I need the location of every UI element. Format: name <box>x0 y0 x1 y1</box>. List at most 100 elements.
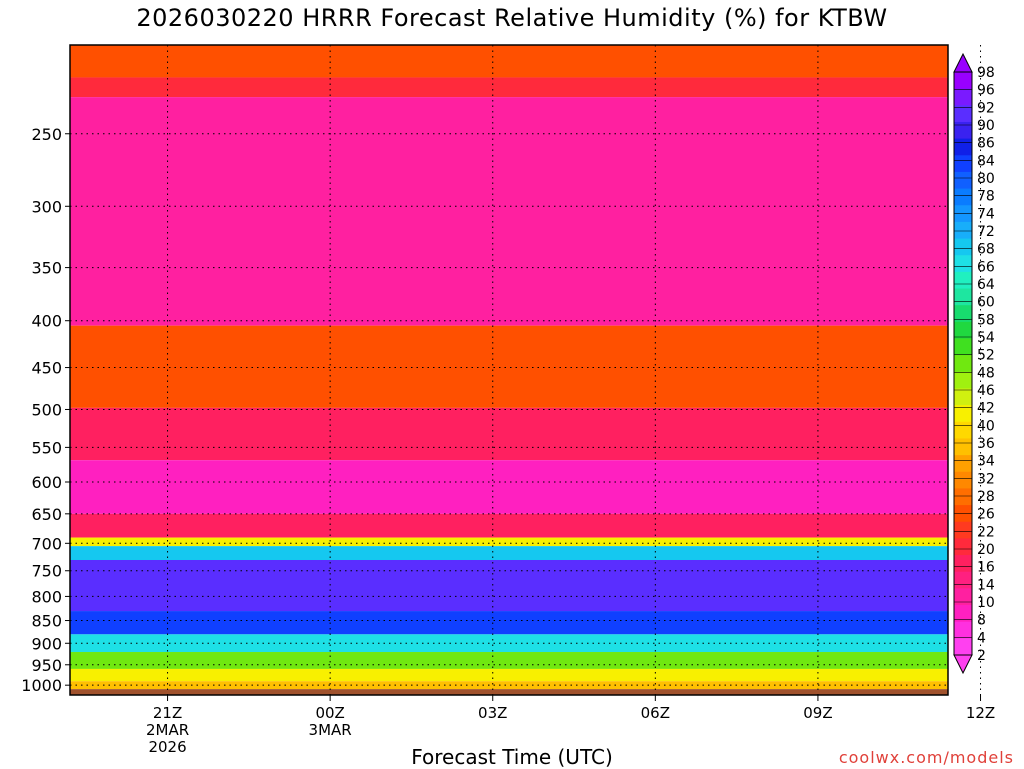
colorbar-swatch-23 <box>954 455 972 473</box>
y-tick-label-450: 450 <box>31 359 62 378</box>
colorbar-swatch-10 <box>954 238 972 256</box>
colorbar-label-16: 16 <box>977 560 995 576</box>
colorbar-label-28: 28 <box>977 489 995 505</box>
y-tick-label-950: 950 <box>31 656 62 675</box>
colorbar-label-66: 66 <box>977 259 995 275</box>
y-tick-label-750: 750 <box>31 562 62 581</box>
colorbar-label-90: 90 <box>977 118 995 134</box>
colorbar-swatch-31 <box>954 588 972 606</box>
colorbar-swatch-7 <box>954 188 972 206</box>
rh-layer-5 <box>70 460 948 514</box>
colorbar-swatch-16 <box>954 338 972 356</box>
rh-layer-6 <box>70 513 948 538</box>
colorbar-swatch-25 <box>954 488 972 506</box>
y-tick-label-500: 500 <box>31 400 62 419</box>
colorbar-swatch-1 <box>954 88 972 106</box>
colorbar-swatch-19 <box>954 388 972 406</box>
x-tick-label-6-0: 03Z <box>478 704 507 722</box>
y-tick-label-650: 650 <box>31 505 62 524</box>
colorbar-swatch-28 <box>954 538 972 556</box>
y-tick-label-900: 900 <box>31 634 62 653</box>
colorbar-label-80: 80 <box>977 171 995 187</box>
colorbar-label-54: 54 <box>977 330 995 346</box>
rh-layer-11 <box>70 634 948 653</box>
y-tick-label-1000: 1000 <box>21 676 62 695</box>
x-tick-label-3-0: 00Z <box>315 704 344 722</box>
colorbar-swatch-22 <box>954 438 972 456</box>
colorbar-label-42: 42 <box>977 401 995 417</box>
site-credit[interactable]: coolwx.com/models <box>838 748 1014 767</box>
colorbar-top-arrow <box>953 52 973 73</box>
y-tick-label-550: 550 <box>31 438 62 457</box>
chart-title: 2026030220 HRRR Forecast Relative Humidi… <box>136 4 888 32</box>
colorbar-label-14: 14 <box>977 577 995 593</box>
colorbar-label-84: 84 <box>977 153 995 169</box>
colorbar-swatch-20 <box>954 405 972 423</box>
colorbar-swatch-15 <box>954 321 972 340</box>
rh-layer-8 <box>70 546 948 560</box>
x-tick-label-0-2: 2026 <box>148 738 186 756</box>
plot-frame <box>69 44 949 696</box>
colorbar-label-10: 10 <box>977 595 995 611</box>
colorbar-swatch-14 <box>954 305 972 323</box>
rh-layer-9 <box>70 559 948 612</box>
y-axis: 250 300 350 400 450 500 550 600 650 700 750 800 850 9… <box>21 125 70 695</box>
colorbar-swatch-9 <box>954 221 972 240</box>
y-tick-label-250: 250 <box>31 125 62 144</box>
colorbar-label-40: 40 <box>977 418 995 434</box>
x-tick-label-0-0: 21Z <box>153 704 182 722</box>
colorbar-label-20: 20 <box>977 542 995 558</box>
colorbar-label-34: 34 <box>977 454 995 470</box>
colorbar-swatch-29 <box>954 555 972 573</box>
colorbar-bottom-arrow <box>953 654 973 675</box>
y-tick-label-400: 400 <box>31 312 62 331</box>
colorbar-label-98: 98 <box>977 65 995 81</box>
rh-layer-2 <box>70 97 948 326</box>
colorbar-label-8: 8 <box>977 613 986 629</box>
rh-layer-1 <box>70 77 948 98</box>
y-tick-label-600: 600 <box>31 473 62 492</box>
colorbar-swatch-2 <box>954 105 972 123</box>
colorbar-swatch-21 <box>954 421 972 439</box>
rh-layer-0 <box>70 45 948 78</box>
colorbar-swatch-27 <box>954 521 972 539</box>
colorbar-label-2: 2 <box>977 648 986 664</box>
humidity-field <box>70 45 948 695</box>
colorbar-label-72: 72 <box>977 224 995 240</box>
colorbar-swatch-13 <box>954 288 972 306</box>
rh-layer-14 <box>70 681 948 690</box>
rh-layer-4 <box>70 407 948 461</box>
colorbar-label-86: 86 <box>977 136 995 152</box>
grid-lines <box>70 45 982 695</box>
colorbar-swatch-11 <box>954 255 972 273</box>
x-tick-label-15-0: 12Z <box>966 704 995 722</box>
colorbar-label-58: 58 <box>977 312 995 328</box>
colorbar-label-46: 46 <box>977 383 995 399</box>
rh-layer-3 <box>70 325 948 408</box>
colorbar-label-96: 96 <box>977 83 995 99</box>
colorbar-label-78: 78 <box>977 189 995 205</box>
colorbar-swatch-17 <box>954 355 972 373</box>
colorbar-label-60: 60 <box>977 295 995 311</box>
colorbar-swatch-6 <box>954 171 972 190</box>
rh-layer-13 <box>70 668 948 682</box>
colorbar-label-36: 36 <box>977 436 995 452</box>
colorbar: 9896929086848078747268666460585452484642… <box>953 52 995 675</box>
y-tick-label-850: 850 <box>31 612 62 631</box>
colorbar-swatch-32 <box>954 605 972 623</box>
x-axis-label: Forecast Time (UTC) <box>411 745 613 769</box>
rh-layer-10 <box>70 611 948 635</box>
colorbar-swatch-0 <box>954 72 972 90</box>
colorbar-label-52: 52 <box>977 348 995 364</box>
colorbar-swatch-30 <box>954 571 972 589</box>
rh-layer-7 <box>70 537 948 547</box>
x-tick-label-3-1: 3MAR <box>309 721 352 739</box>
ground-terrain <box>70 689 948 695</box>
colorbar-label-92: 92 <box>977 100 995 116</box>
rh-layer-12 <box>70 652 948 669</box>
colorbar-swatch-4 <box>954 138 972 156</box>
colorbar-label-64: 64 <box>977 277 995 293</box>
colorbar-label-4: 4 <box>977 630 986 646</box>
